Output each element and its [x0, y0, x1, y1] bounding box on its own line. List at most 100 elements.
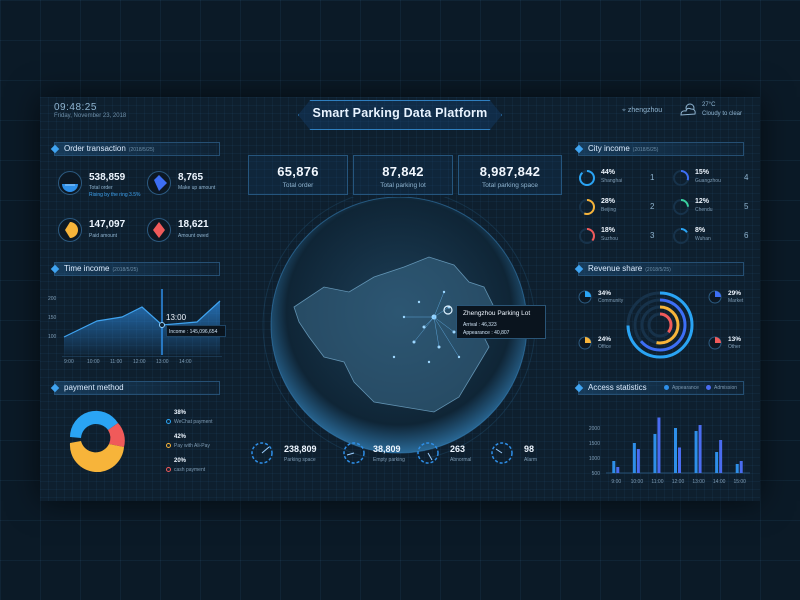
bar-appearance[interactable] [735, 464, 739, 473]
map-tooltip: Zhengzhou Parking Lot Arrival : 46,323 A… [456, 305, 546, 339]
paid-amount-value: 147,097 [89, 219, 126, 230]
bar-admission[interactable] [616, 467, 620, 473]
city-rank: 4 [744, 173, 749, 182]
x-tick: 11:00 [110, 359, 123, 365]
location-label: zhengzhou [627, 107, 663, 114]
total-order-note: Rising by the ring 3.5% [89, 192, 141, 198]
payment-donut-chart [69, 410, 125, 473]
title-frame [298, 100, 502, 130]
stat-value: 65,876 [277, 164, 319, 179]
abnormal-value: 263 [450, 444, 466, 454]
bar-admission[interactable] [636, 449, 640, 473]
bar-admission[interactable] [657, 417, 661, 474]
make-up-amount-label: Make up amount [178, 185, 216, 191]
city-percent: 18% [601, 227, 616, 234]
time-income-header [50, 262, 220, 276]
bar-appearance[interactable] [715, 452, 719, 473]
bar-appearance[interactable] [632, 443, 636, 473]
city-item[interactable]: 18% Suzhou 3 [578, 225, 668, 247]
bar-admission[interactable] [678, 447, 681, 474]
x-tick: 12:00 [133, 359, 146, 365]
other-percent: 13% [728, 336, 742, 343]
cloudy-weather-icon [680, 103, 696, 116]
y-tick: 100 [48, 334, 57, 340]
community-icon [578, 290, 592, 304]
legend-admission[interactable]: Admission [706, 385, 737, 391]
market-label: Market [728, 298, 744, 304]
empty-parking-gauge-icon [343, 442, 365, 464]
city-percent: 44% [601, 169, 616, 176]
time-income-title: Time income (2018/5/25) [64, 264, 139, 273]
weather-text: Cloudy to clear [702, 111, 743, 117]
city-ring-icon [579, 199, 595, 215]
wechat-legend: WeChat payment [166, 419, 213, 425]
x-tick-label: 10:00 [631, 479, 644, 485]
amount-owed-label: Amount owed [178, 233, 209, 239]
date: Friday, November 23, 2018 [54, 113, 127, 119]
bar-appearance[interactable] [612, 461, 616, 473]
abnormal-label: Abnormal [450, 457, 472, 463]
tooltip-time: 13:00 [166, 313, 187, 322]
city-name: Suzhou [601, 236, 618, 242]
make-up-amount-value: 8,765 [178, 172, 204, 183]
total-order-chart [58, 171, 82, 195]
make-up-amount-chart [147, 171, 171, 195]
city-item[interactable]: 28% Beijing 2 [578, 196, 668, 218]
total-order-card[interactable]: 65,876 Total order [248, 155, 348, 195]
city-item[interactable]: 44% Shanghai 1 [578, 167, 668, 189]
total-parking-lot-card[interactable]: 87,842 Total parking lot [353, 155, 453, 195]
community-label: Community [598, 298, 624, 304]
parking-space-label: Parking space [284, 457, 316, 463]
location-pin-icon: ⌖ [622, 107, 626, 114]
abnormal-gauge-icon [417, 442, 439, 464]
city-ring-icon [673, 199, 689, 215]
bar-appearance[interactable] [653, 434, 657, 473]
y-tick-label: 2000 [589, 426, 600, 432]
total-parking-space-card[interactable]: 8,987,842 Total parking space [458, 155, 562, 195]
city-name: Beijing [601, 207, 617, 213]
order-transaction-title: Order transaction (2018/5/25) [64, 144, 155, 153]
bar-admission[interactable] [739, 461, 743, 473]
page-title: Smart Parking Data Platform [312, 106, 488, 120]
alarm-label: Alarm [524, 457, 538, 463]
city-rank: 2 [650, 202, 655, 211]
city-rank: 5 [744, 202, 749, 211]
city-item[interactable]: 8% Wuhan 6 [672, 225, 760, 247]
city-percent: 28% [601, 198, 616, 205]
payment-method-title: payment method [64, 383, 124, 392]
city-item[interactable]: 15% Guangzhou 4 [672, 167, 760, 189]
paid-amount-label: Paid amount [89, 233, 118, 239]
city-ring-icon [579, 228, 595, 244]
market-percent: 29% [728, 290, 742, 297]
stat-value: 87,842 [382, 164, 424, 179]
city-ring-icon [673, 228, 689, 244]
city-item[interactable]: 12% Chendu 5 [672, 196, 760, 218]
location[interactable]: ⌖ zhengzhou [622, 107, 662, 115]
bar-admission[interactable] [719, 440, 723, 473]
amount-owed-chart [147, 218, 171, 242]
bar-appearance[interactable] [694, 431, 698, 473]
empty-parking-value: 38,809 [373, 444, 401, 454]
market-icon [708, 290, 722, 304]
legend-appearance[interactable]: Appearance [664, 385, 699, 391]
city-name: Shanghai [601, 178, 623, 184]
revenue-share-header [574, 262, 744, 276]
payment-method-header [50, 381, 220, 395]
x-tick-label: 9:00 [611, 479, 621, 485]
office-icon [578, 336, 592, 350]
map-tooltip-appearance: Appearance : 40,807 [463, 330, 510, 336]
dashboard: 09:48:25 Friday, November 23, 2018 Smart… [40, 97, 760, 501]
x-tick-label: 14:00 [713, 479, 726, 485]
cash-percent: 20% [174, 458, 187, 464]
wechat-percent: 38% [174, 410, 187, 416]
stat-label: Total order [282, 182, 314, 189]
community-percent: 34% [598, 290, 612, 297]
bar-appearance[interactable] [674, 428, 677, 473]
x-tick: 9:00 [64, 359, 74, 365]
y-tick-label: 1000 [589, 456, 600, 462]
map-tooltip-arrival: Arrival : 46,323 [463, 322, 497, 328]
empty-parking-label: Empty parking [373, 457, 405, 463]
x-tick-label: 11:00 [651, 479, 663, 485]
city-name: Chendu [695, 207, 713, 213]
bar-admission[interactable] [698, 425, 702, 473]
